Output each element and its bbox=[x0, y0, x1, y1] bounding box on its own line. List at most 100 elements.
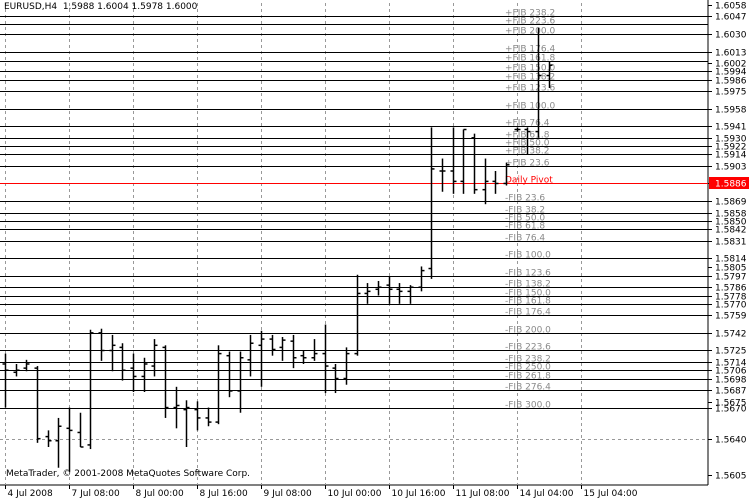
ohlc-bar bbox=[471, 133, 478, 194]
price-tick-label: 1.5814 bbox=[715, 255, 747, 265]
ohlc-bar bbox=[354, 274, 361, 356]
ohlc-bar bbox=[311, 339, 318, 361]
ohlc-bar bbox=[205, 407, 212, 427]
ohlc-bar bbox=[300, 350, 307, 364]
ohlc-bar bbox=[428, 127, 435, 279]
ohlc-bar bbox=[482, 158, 489, 205]
price-tick-label: 1.5778 bbox=[715, 293, 747, 303]
price-tick-label: 1.5770 bbox=[715, 301, 747, 311]
time-tick-label: 14 Jul 04:00 bbox=[520, 489, 574, 499]
time-tick-label: 8 Jul 16:00 bbox=[200, 489, 249, 499]
fib-level-label: -FIB 61.8 bbox=[505, 222, 545, 232]
price-tick-label: 1.6030 bbox=[715, 31, 747, 41]
fib-level-label: -FIB 23.6 bbox=[505, 194, 545, 204]
ohlc-bar bbox=[386, 276, 393, 304]
ohlc-bar bbox=[226, 351, 233, 398]
price-tick-label: 1.5786 bbox=[715, 284, 747, 294]
fib-level-label: +FIB 138.2 bbox=[505, 73, 555, 83]
daily-pivot-label: Daily Pivot bbox=[505, 176, 553, 186]
price-tick-label: 1.5742 bbox=[715, 330, 747, 340]
price-tick-label: 1.5605 bbox=[715, 472, 747, 482]
time-tick-label: 15 Jul 04:00 bbox=[584, 489, 638, 499]
price-tick-label: 1.5922 bbox=[715, 143, 747, 153]
price-tick-label: 1.5805 bbox=[715, 264, 747, 274]
ohlc-bar bbox=[514, 127, 521, 132]
price-tick-label: 1.6047 bbox=[715, 13, 747, 23]
copyright-text: MetaTrader, © 2001-2008 MetaQuotes Softw… bbox=[6, 469, 251, 479]
fib-level-label: -FIB 261.8 bbox=[505, 372, 551, 382]
price-tick-label: 1.5714 bbox=[715, 359, 747, 369]
fib-level-label: +FIB 100.0 bbox=[505, 102, 555, 112]
ohlc-bar bbox=[23, 359, 30, 372]
fib-level-label: -FIB 238.2 bbox=[505, 355, 551, 365]
fib-level-label: -FIB 138.2 bbox=[505, 280, 551, 290]
price-tick-label: 1.5706 bbox=[715, 367, 747, 377]
price-tick-label: 1.5958 bbox=[715, 106, 747, 116]
fib-level-label: +FIB 150.0 bbox=[505, 64, 555, 74]
price-tick-label: 1.5831 bbox=[715, 238, 747, 248]
price-tick-label: 1.6013 bbox=[715, 49, 747, 59]
price-axis: 1.60581.60471.60301.60131.60021.59941.59… bbox=[708, 2, 749, 482]
ohlc-bar bbox=[524, 127, 531, 155]
price-tick-label: 1.5994 bbox=[715, 68, 747, 78]
fib-level-label: -FIB 123.6 bbox=[505, 269, 551, 279]
price-tick-label: 1.5975 bbox=[715, 88, 747, 98]
ohlc-bar bbox=[279, 337, 286, 361]
price-tick-label: 1.5941 bbox=[715, 123, 747, 133]
price-tick-label: 1.5842 bbox=[715, 226, 747, 236]
time-tick-label: 8 Jul 00:00 bbox=[136, 489, 185, 499]
ohlc-bar bbox=[87, 329, 94, 450]
time-axis: 4 Jul 2008 7 Jul 08:00 8 Jul 00:00 8 Jul 16… bbox=[5, 485, 638, 499]
ohlc-bar bbox=[98, 328, 105, 361]
symbol-info: EURUSD,H4 1.5988 1.6004 1.5978 1.6000 bbox=[4, 2, 198, 12]
time-tick-label: 11 Jul 08:00 bbox=[456, 489, 510, 499]
price-tick-label: 1.5670 bbox=[715, 405, 747, 415]
fib-level-label: +FIB 23.6 bbox=[505, 159, 550, 169]
time-tick-label: 9 Jul 08:00 bbox=[264, 489, 313, 499]
ohlc-bar bbox=[546, 61, 553, 89]
ohlc-bar bbox=[492, 171, 499, 194]
price-tick-label: 1.5858 bbox=[715, 210, 747, 220]
fib-level-label: -FIB 176.4 bbox=[505, 308, 551, 318]
ohlc-bar bbox=[237, 351, 244, 413]
ohlc-bar bbox=[269, 334, 276, 356]
price-tick-label: 1.5986 bbox=[715, 77, 747, 87]
price-tick-label: 1.5797 bbox=[715, 273, 747, 283]
price-tick-label: 1.5675 bbox=[715, 399, 747, 409]
ohlc-bar bbox=[407, 285, 414, 304]
time-tick-label: 10 Jul 00:00 bbox=[328, 489, 382, 499]
ohlc-bar bbox=[109, 334, 116, 372]
price-tick-label: 1.5759 bbox=[715, 312, 747, 322]
ohlc-bar bbox=[45, 430, 52, 447]
price-tick-label: 1.5850 bbox=[715, 218, 747, 228]
ohlc-bar bbox=[173, 386, 180, 429]
time-tick-label: 10 Jul 16:00 bbox=[392, 489, 446, 499]
fib-level-label: -FIB 200.0 bbox=[505, 326, 551, 336]
ohlc-bar bbox=[322, 324, 329, 394]
fib-level-label: +FIB 76.4 bbox=[505, 119, 550, 129]
price-tick-label: 1.5914 bbox=[715, 151, 747, 161]
ohlc-bar bbox=[55, 417, 62, 468]
fib-level-label: -FIB 38.2 bbox=[505, 206, 545, 216]
ohlc-bar bbox=[215, 345, 222, 425]
ohlc-bar bbox=[439, 158, 446, 192]
ohlc-bar bbox=[151, 339, 158, 377]
ohlc-bar bbox=[162, 345, 169, 418]
current-price-label: 1.5886 bbox=[715, 180, 747, 190]
price-tick-label: 1.5869 bbox=[715, 198, 747, 208]
fib-level-label: -FIB 76.4 bbox=[505, 234, 545, 244]
fib-level-label: +FIB 238.2 bbox=[505, 9, 555, 19]
ohlc-bar bbox=[343, 347, 350, 385]
price-tick-label: 1.5930 bbox=[715, 135, 747, 145]
fibonacci-levels: +FIB 238.2+FIB 223.6+FIB 200.0 +FIB 176.4… bbox=[0, 9, 708, 411]
ohlc-bar bbox=[503, 162, 510, 186]
price-tick-label: 1.5640 bbox=[715, 436, 747, 446]
fib-level-label: -FIB 223.6 bbox=[505, 343, 551, 353]
fib-level-label: +FIB 223.6 bbox=[505, 17, 555, 27]
fib-level-label: -FIB 150.0 bbox=[505, 289, 551, 299]
ohlc-bar bbox=[290, 334, 297, 369]
fib-level-label: +FIB 176.4 bbox=[505, 45, 555, 55]
ohlc-bar bbox=[450, 127, 457, 194]
